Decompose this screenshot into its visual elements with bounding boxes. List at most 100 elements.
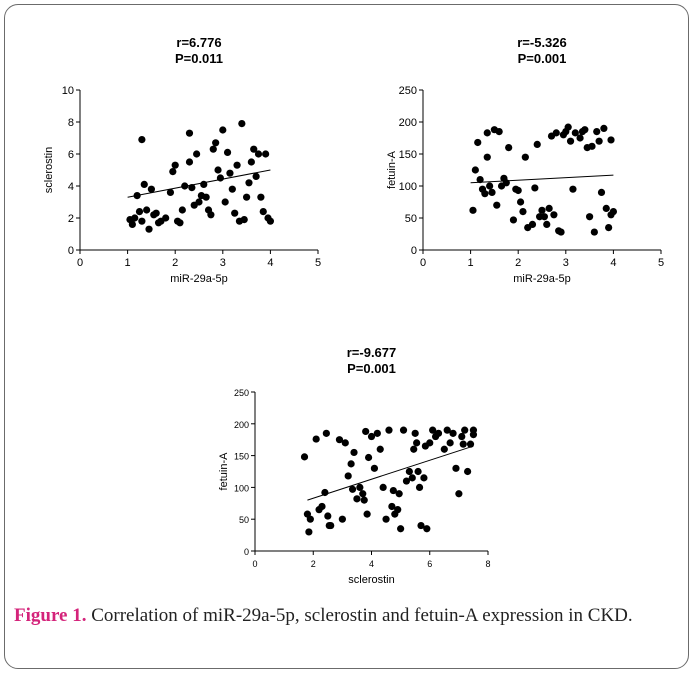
data-point xyxy=(405,467,413,476)
data-point xyxy=(181,182,189,190)
data-point xyxy=(166,188,175,196)
figure-label: Figure 1. xyxy=(14,605,87,626)
data-point xyxy=(300,453,309,461)
data-point xyxy=(382,515,390,523)
data-point xyxy=(493,201,501,209)
data-point xyxy=(415,483,424,491)
data-point xyxy=(602,204,610,212)
data-point xyxy=(519,208,527,216)
data-point xyxy=(533,140,541,148)
data-point xyxy=(486,182,494,190)
data-point xyxy=(212,139,220,147)
x-tick-label: 2 xyxy=(172,257,178,269)
data-point xyxy=(348,485,357,493)
data-point xyxy=(605,224,613,232)
stat-r-label: r=-5.326 xyxy=(517,35,567,50)
data-point xyxy=(338,515,346,523)
data-point xyxy=(514,186,522,195)
data-point xyxy=(590,228,598,236)
data-point xyxy=(202,193,210,201)
data-point xyxy=(353,495,361,503)
y-tick-label: 200 xyxy=(234,420,249,430)
data-point xyxy=(395,490,403,498)
data-point xyxy=(359,490,367,498)
data-point xyxy=(178,206,186,214)
stat-p-label: P=0.001 xyxy=(518,51,567,66)
x-tick-label: 8 xyxy=(485,559,490,569)
data-point xyxy=(389,486,397,495)
y-tick-label: 200 xyxy=(399,117,417,129)
data-point xyxy=(545,204,553,212)
data-point xyxy=(322,429,330,437)
data-point xyxy=(495,128,503,136)
data-point xyxy=(363,510,371,518)
y-tick-label: 50 xyxy=(405,213,417,225)
data-point xyxy=(471,166,479,174)
x-tick-label: 4 xyxy=(267,257,273,269)
data-point xyxy=(171,161,179,169)
data-point xyxy=(540,213,548,221)
data-point xyxy=(426,439,434,447)
data-point xyxy=(243,193,251,201)
data-point xyxy=(552,129,560,137)
data-point xyxy=(162,214,170,222)
data-point xyxy=(569,185,577,193)
data-point xyxy=(394,506,402,514)
data-point xyxy=(399,426,408,434)
data-point xyxy=(420,474,428,482)
data-point xyxy=(516,198,525,206)
data-point xyxy=(344,472,352,480)
data-point xyxy=(385,426,393,434)
data-point xyxy=(185,129,194,137)
data-point xyxy=(321,488,329,497)
data-point xyxy=(509,216,518,224)
data-point xyxy=(250,145,258,153)
data-point xyxy=(593,128,601,136)
y-tick-label: 0 xyxy=(411,245,417,257)
data-point xyxy=(469,206,477,214)
x-axis-label: miR-29a-5p xyxy=(170,273,227,285)
data-point xyxy=(185,158,194,166)
data-point xyxy=(464,467,472,476)
data-point xyxy=(200,180,208,188)
data-point xyxy=(458,432,466,441)
data-point xyxy=(443,426,451,434)
data-point xyxy=(335,436,344,444)
data-point xyxy=(531,184,539,192)
data-point xyxy=(376,445,384,453)
data-point xyxy=(449,429,457,437)
data-point xyxy=(209,145,217,153)
x-tick-label: 2 xyxy=(515,257,521,269)
stat-p-label: P=0.001 xyxy=(347,361,396,376)
data-point xyxy=(176,219,184,227)
data-point xyxy=(245,179,253,187)
y-tick-label: 100 xyxy=(399,181,417,193)
y-tick-label: 100 xyxy=(234,483,249,493)
data-point xyxy=(152,209,160,217)
data-point xyxy=(133,192,141,200)
x-tick-label: 6 xyxy=(427,559,432,569)
data-point xyxy=(364,453,373,462)
data-point xyxy=(135,208,144,216)
data-point xyxy=(362,427,370,436)
x-tick-label: 5 xyxy=(315,257,321,269)
data-point xyxy=(571,129,579,137)
data-point xyxy=(214,166,222,174)
y-tick-label: 4 xyxy=(68,181,74,193)
data-point xyxy=(367,432,376,441)
data-point xyxy=(402,477,411,485)
data-point xyxy=(216,174,225,182)
data-point xyxy=(469,431,478,439)
data-point xyxy=(600,124,608,132)
data-point xyxy=(370,464,379,472)
data-point xyxy=(140,180,148,188)
data-point xyxy=(397,525,405,533)
data-point xyxy=(440,445,448,453)
stat-r-label: r=-9.677 xyxy=(347,345,397,360)
y-tick-label: 6 xyxy=(68,149,74,161)
y-tick-label: 10 xyxy=(62,85,74,97)
data-point xyxy=(488,188,496,196)
y-tick-label: 250 xyxy=(234,388,249,398)
regression-line xyxy=(307,445,474,501)
